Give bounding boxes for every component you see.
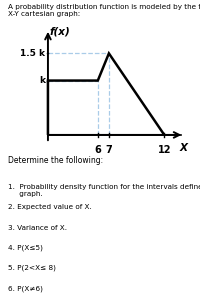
- Text: 4. P(X≤5): 4. P(X≤5): [8, 245, 43, 251]
- Text: X-Y cartesian graph:: X-Y cartesian graph:: [8, 11, 80, 17]
- Text: A probability distribution function is modeled by the following: A probability distribution function is m…: [8, 4, 200, 10]
- Text: 12: 12: [158, 145, 171, 155]
- Text: 1.  Probability density function for the intervals defined on the
     graph.: 1. Probability density function for the …: [8, 184, 200, 197]
- Text: f(x): f(x): [49, 26, 70, 36]
- Text: 3. Variance of X.: 3. Variance of X.: [8, 225, 67, 230]
- Text: k: k: [39, 76, 45, 85]
- Text: X: X: [179, 143, 187, 153]
- Text: 7: 7: [106, 145, 112, 155]
- Text: 6: 6: [94, 145, 101, 155]
- Text: 6. P(X≠6): 6. P(X≠6): [8, 285, 43, 292]
- Text: 2. Expected value of X.: 2. Expected value of X.: [8, 204, 92, 210]
- Text: 1.5 k: 1.5 k: [20, 49, 45, 58]
- Text: 5. P(2<X≤ 8): 5. P(2<X≤ 8): [8, 265, 56, 271]
- Text: Determine the following:: Determine the following:: [8, 156, 103, 165]
